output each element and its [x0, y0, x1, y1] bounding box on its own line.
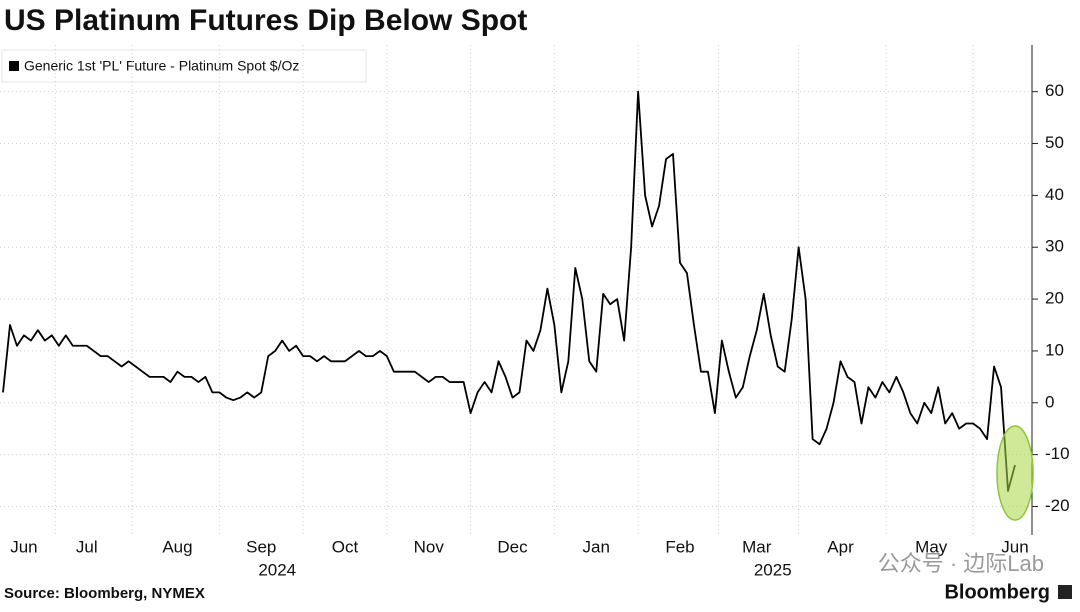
x-year-label: 2024: [258, 560, 296, 579]
brand: Bloomberg: [944, 581, 1050, 603]
x-tick-label: Sep: [246, 537, 276, 556]
x-tick-label: Mar: [742, 537, 772, 556]
y-tick-label: 60: [1045, 81, 1064, 100]
x-tick-label: Jun: [1001, 537, 1028, 556]
y-tick-label: 30: [1045, 237, 1064, 256]
brand-icon: [1058, 585, 1072, 599]
y-tick-label: 0: [1045, 392, 1054, 411]
grid: [0, 45, 1032, 535]
highlight: [996, 425, 1034, 521]
legend-swatch: [9, 61, 19, 71]
x-year-label: 2025: [754, 560, 792, 579]
watermark: 公众号 · 边际Lab: [878, 551, 1044, 576]
x-tick-label: Oct: [332, 537, 359, 556]
legend-label: Generic 1st 'PL' Future - Platinum Spot …: [24, 58, 299, 74]
line: [2, 90, 1016, 492]
legend-box: [1, 49, 367, 83]
y-tick-label: -10: [1045, 444, 1070, 463]
x-tick-label: Jun: [10, 537, 37, 556]
y-tick-label: 40: [1045, 185, 1064, 204]
x-tick-label: Nov: [414, 537, 445, 556]
y-tick-label: 50: [1045, 133, 1064, 152]
x-tick-label: Jan: [583, 537, 610, 556]
x-tick-label: Apr: [827, 537, 854, 556]
y-tick-label: -20: [1045, 496, 1070, 515]
y-tick-label: 10: [1045, 340, 1064, 359]
source: Source: Bloomberg, NYMEX: [4, 585, 205, 602]
chart-title: US Platinum Futures Dip Below Spot: [4, 4, 527, 37]
x-tick-label: Feb: [665, 537, 694, 556]
x-tick-label: May: [915, 537, 948, 556]
x-tick-label: Jul: [76, 537, 98, 556]
x-tick-label: Aug: [162, 537, 192, 556]
x-tick-label: Dec: [497, 537, 528, 556]
y-tick-label: 20: [1045, 289, 1064, 308]
